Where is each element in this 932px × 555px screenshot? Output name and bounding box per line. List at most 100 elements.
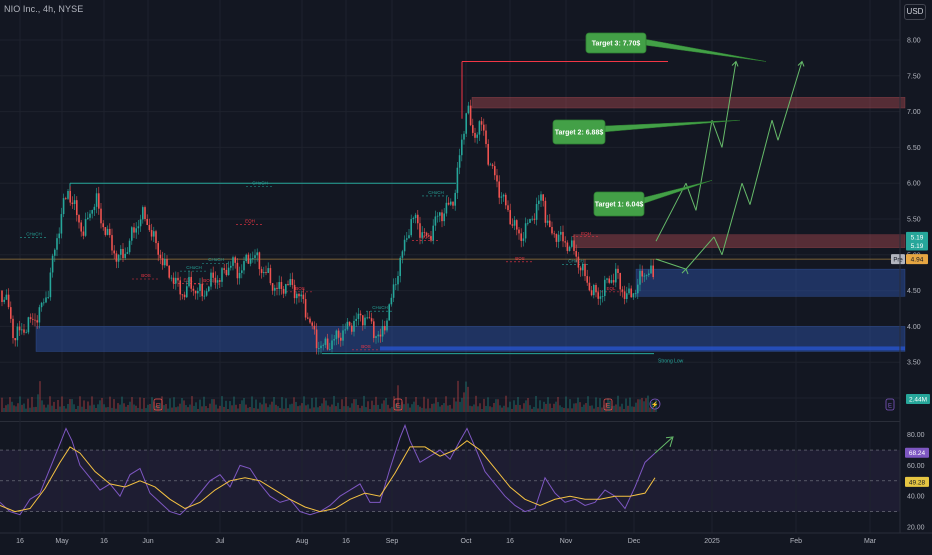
candle-body (379, 334, 382, 337)
candle-body (401, 251, 404, 258)
volume-bar (7, 404, 9, 412)
volume-bar (321, 403, 323, 412)
candle-body (197, 290, 199, 294)
earnings-marker-box (393, 398, 403, 411)
volume-bar (627, 405, 629, 412)
volume-bar (597, 407, 599, 412)
target-box (552, 119, 606, 145)
volume-bar (651, 402, 653, 412)
candle-body (289, 279, 291, 286)
candle-body (300, 294, 302, 297)
volume-bar (565, 396, 567, 412)
volume-bar (317, 407, 319, 412)
volume-bar (177, 406, 179, 412)
volume-bar (9, 397, 11, 412)
volume-bar (515, 404, 517, 412)
volume-bar (263, 396, 265, 412)
candle-body (265, 272, 267, 273)
candle-body (93, 206, 96, 211)
candle-body (67, 191, 69, 199)
volume-bar (639, 399, 641, 412)
volume-bar (63, 405, 65, 412)
time-tick-label: Oct (461, 538, 472, 545)
candle-body (516, 220, 518, 230)
candle-body (135, 228, 137, 233)
volume-bar (113, 399, 115, 412)
volume-bar (201, 406, 203, 412)
volume-bar (173, 397, 175, 412)
target-label: Target 1: 6.04$ (595, 202, 644, 209)
osc-arrowhead (665, 436, 674, 448)
zone-supply (471, 97, 906, 109)
candle-body (392, 284, 395, 298)
candle-body (344, 329, 346, 331)
volume-bar (519, 405, 521, 412)
projection-arrowhead (681, 268, 689, 275)
volume-bar (629, 397, 631, 412)
osc-badge-bg (905, 476, 929, 487)
volume-bar (609, 400, 611, 412)
candle-body (386, 320, 388, 331)
target-label: Target 3: 7.70$ (592, 41, 641, 48)
volume-bar (261, 404, 263, 412)
time-tick-label: Jul (216, 538, 225, 545)
volume-bar (559, 405, 561, 412)
volume-bar (151, 397, 153, 412)
volume-bar (27, 398, 29, 412)
candle-body (29, 317, 32, 319)
candle-body (582, 263, 584, 271)
candle-body (18, 326, 21, 331)
volume-bar (587, 396, 589, 412)
volume-bar (259, 402, 261, 412)
candle-body (588, 282, 591, 291)
volume-bar (429, 408, 431, 412)
candle-body (364, 317, 366, 326)
projection-segment (749, 120, 773, 205)
price-badge: 5.19 (906, 231, 928, 242)
volume-badge-label: 2.44M (909, 397, 927, 404)
candle-body (533, 218, 536, 220)
price-tick-label: 6.00 (907, 181, 921, 188)
candle-body (307, 317, 309, 319)
candle-body (38, 307, 41, 323)
volume-bar (487, 397, 489, 412)
volume-bar (215, 404, 217, 412)
candle-body (282, 288, 285, 294)
candle-body (419, 223, 421, 238)
structure-label: CHoCH (428, 190, 444, 195)
earnings-marker-label: E (888, 404, 892, 410)
candle-body (241, 270, 243, 273)
volume-bar (553, 403, 555, 412)
candle-body (5, 294, 8, 300)
volume-bar (89, 405, 91, 412)
target-callout: Target 3: 7.70$ (585, 32, 767, 62)
volume-bar (275, 404, 277, 412)
volume-bar (353, 399, 355, 412)
volume-bar (379, 408, 381, 412)
volume-bar (557, 396, 559, 412)
currency-button[interactable]: USD (904, 4, 926, 20)
structure-label: BOS (515, 256, 525, 261)
time-tick-label: Jun (142, 538, 153, 545)
volume-bar (35, 406, 37, 412)
volume-bar (475, 395, 477, 412)
volume-bar (373, 405, 375, 412)
price-tick-label: 4.50 (907, 288, 921, 295)
candle-body (351, 325, 353, 332)
volume-bar (309, 408, 311, 412)
candle-body (302, 294, 305, 300)
candle-body (56, 238, 58, 250)
volume-bar (53, 401, 55, 412)
price-tick-label: 6.50 (907, 145, 921, 152)
candle-body (425, 232, 428, 236)
candle-body (549, 220, 551, 227)
badge-label: 5.19 (911, 234, 924, 241)
volume-bar (649, 407, 651, 412)
volume-bar (213, 399, 215, 412)
volume-bar (103, 404, 105, 412)
volume-bar (225, 400, 227, 412)
volume-bar (601, 407, 603, 412)
volume-bar (75, 408, 77, 412)
candle-body (513, 220, 516, 226)
